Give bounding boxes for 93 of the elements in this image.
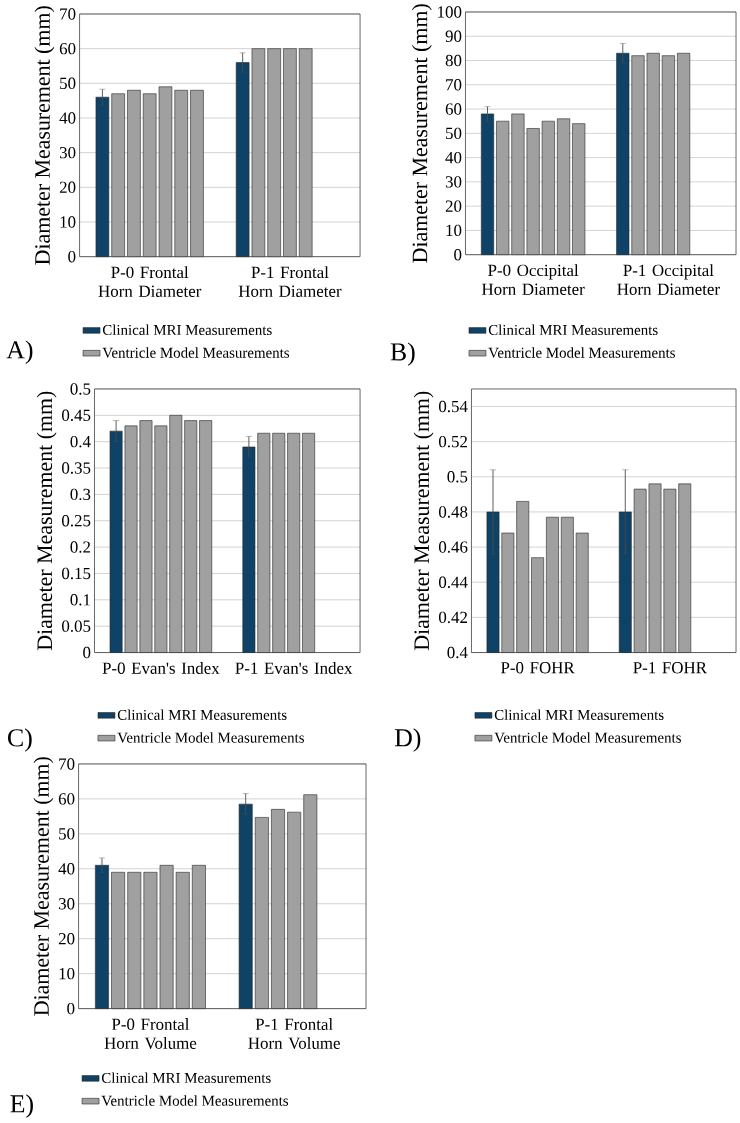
- bar: [283, 48, 297, 257]
- text: E): [10, 1094, 33, 1118]
- y-tick-label: 90: [445, 30, 462, 42]
- legend-label: Clinical MRI Measurements: [494, 709, 664, 720]
- y-tick-label: 100: [438, 6, 462, 18]
- y-tick-label: 50: [59, 828, 75, 840]
- y-tick-label: 20: [59, 181, 76, 194]
- bar: [572, 123, 586, 255]
- y-tick-label: 0: [67, 1002, 75, 1015]
- x-tick-label: P-1 Evan's Index: [235, 662, 353, 674]
- y-tick-label: 0.05: [62, 620, 91, 632]
- y-tick-label: 0.25: [62, 515, 91, 527]
- y-tick-label: 70: [59, 758, 75, 770]
- legend-label: Clinical MRI Measurements: [488, 324, 658, 335]
- y-tick-label: 0.1: [70, 594, 90, 606]
- text: C): [8, 728, 32, 752]
- y-tick-label: 30: [445, 176, 462, 188]
- bar: [287, 811, 302, 1009]
- bar: [238, 803, 253, 1009]
- y-tick-label: 50: [60, 77, 76, 90]
- y-tick-label: 10: [59, 967, 75, 980]
- y-tick-label: 0.44: [438, 576, 468, 588]
- bar: [271, 809, 285, 1009]
- bar: [298, 48, 313, 257]
- x-tick-label: P-1 Frontal Horn Diameter: [238, 266, 342, 297]
- y-tick-label: 0.52: [438, 435, 468, 448]
- y-tick-label: 0.4: [70, 435, 91, 448]
- y-tick-label: 70: [446, 79, 462, 91]
- legend-label: Ventricle Model Measurements: [488, 347, 675, 358]
- legend-label: Ventricle Model Measurements: [102, 347, 290, 358]
- x-tick-label: P-0 Evan's Index: [102, 662, 220, 674]
- y-tick-label: 0: [83, 646, 91, 659]
- x-tick-label: P-0 Occipital Horn Diameter: [481, 264, 585, 295]
- text: A): [6, 340, 33, 364]
- legend-label: Ventricle Model Measurements: [101, 1095, 289, 1106]
- bar: [557, 118, 571, 255]
- y-axis-title: Diameter Measurement (mm): [33, 757, 54, 1016]
- y-tick-label: 30: [59, 146, 76, 159]
- y-tick-label: 80: [445, 54, 462, 67]
- y-tick-label: 70: [60, 8, 76, 20]
- legend-label: Ventricle Model Measurements: [117, 732, 304, 743]
- bar: [95, 865, 109, 1009]
- x-tick-label: P-0 Frontal Horn Diameter: [98, 266, 202, 297]
- y-tick-label: 0.15: [62, 567, 91, 580]
- bar: [303, 794, 318, 1009]
- y-tick-label: 0.48: [438, 506, 468, 518]
- legend-label: Ventricle Model Measurements: [494, 732, 681, 743]
- y-tick-label: 0: [454, 248, 462, 261]
- x-tick-label: P-0 FOHR: [500, 662, 575, 674]
- y-axis-title: Diameter Measurement (mm): [413, 391, 434, 651]
- y-axis-title: Diameter Measurement (mm): [36, 391, 57, 651]
- text: B): [390, 342, 415, 366]
- y-tick-label: 0.5: [447, 471, 468, 483]
- y-tick-label: 0.45: [62, 409, 91, 422]
- y-axis-title: Diameter Measurement (mm): [411, 4, 432, 263]
- bar: [677, 52, 691, 255]
- x-tick-label: P-1 FOHR: [633, 662, 707, 674]
- legend-label: Clinical MRI Measurements: [101, 1072, 271, 1083]
- y-tick-label: 0: [68, 250, 76, 263]
- y-tick-label: 50: [446, 127, 462, 140]
- legend-label: Clinical MRI Measurements: [102, 324, 272, 335]
- y-tick-label: 0.5: [70, 383, 91, 395]
- y-tick-label: 30: [58, 898, 75, 910]
- bar: [111, 871, 126, 1009]
- y-tick-label: 60: [59, 42, 76, 55]
- bar: [127, 89, 141, 257]
- y-tick-label: 0.35: [62, 462, 91, 474]
- x-tick-label: P-1 Occipital Horn Diameter: [617, 264, 720, 295]
- y-tick-label: 60: [445, 103, 462, 115]
- y-tick-label: 0.54: [438, 400, 468, 413]
- bar: [661, 55, 675, 255]
- y-tick-label: 60: [58, 793, 75, 805]
- x-tick-label: P-0 Frontal Horn Volume: [104, 1018, 197, 1049]
- y-tick-label: 10: [446, 224, 462, 237]
- y-tick-label: 0.42: [438, 611, 468, 624]
- legend-label: Clinical MRI Measurements: [117, 709, 287, 720]
- y-tick-label: 40: [58, 863, 75, 875]
- bar: [190, 89, 204, 257]
- y-tick-label: 0.4: [447, 646, 468, 659]
- y-tick-label: 10: [60, 216, 76, 228]
- y-tick-label: 20: [58, 933, 75, 945]
- y-axis-title: Diameter Measurement (mm): [34, 6, 55, 265]
- bar: [191, 865, 206, 1009]
- x-tick-label: P-1 Frontal Horn Volume: [248, 1018, 340, 1049]
- y-tick-label: 20: [445, 200, 462, 212]
- bar: [480, 113, 495, 255]
- y-tick-label: 40: [445, 151, 462, 164]
- text: D): [394, 728, 421, 752]
- y-tick-label: 0.3: [70, 488, 91, 501]
- bar: [254, 817, 269, 1009]
- y-tick-label: 0.2: [70, 541, 91, 553]
- y-tick-label: 40: [59, 112, 76, 124]
- y-tick-label: 0.46: [438, 541, 468, 553]
